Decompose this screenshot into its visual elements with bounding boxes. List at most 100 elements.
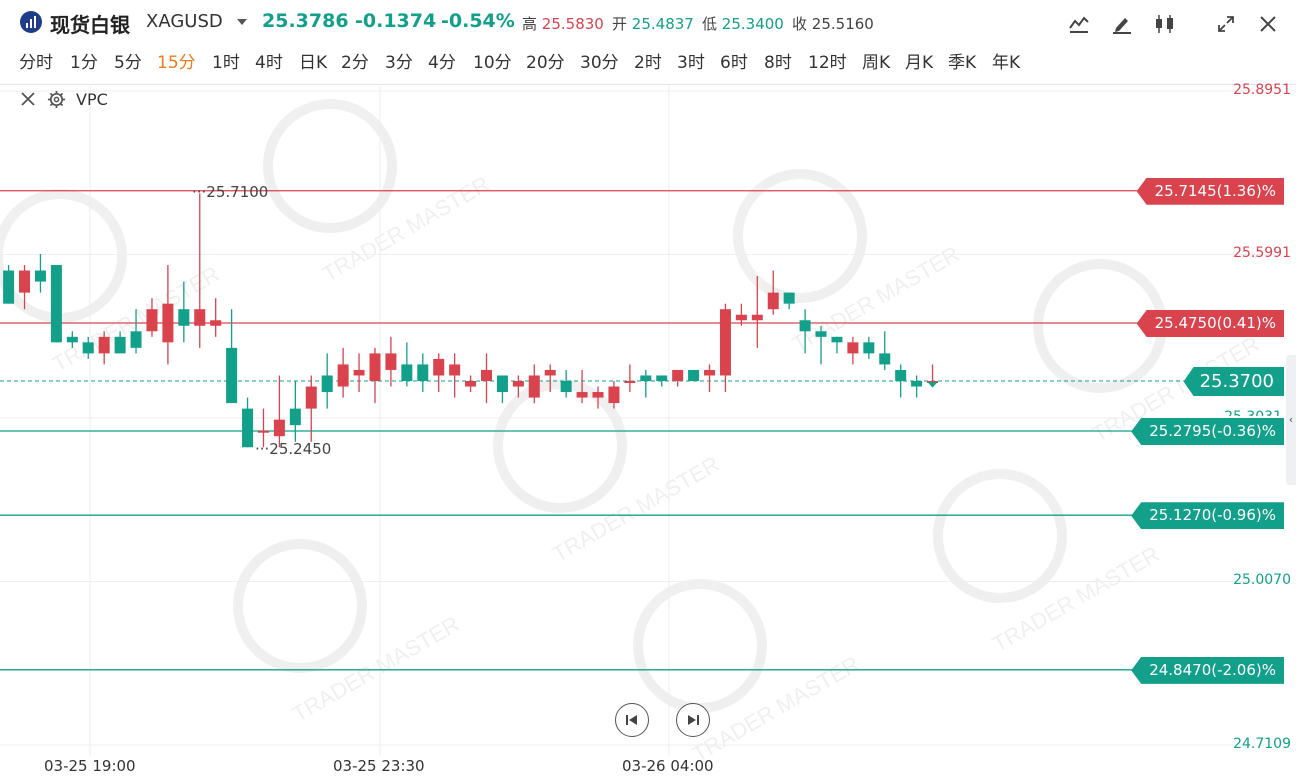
candle-body [799,320,811,332]
period-tab[interactable]: 1分 [70,53,98,73]
close-stat: 收 25.5160 [792,13,874,34]
candle-body [385,353,397,370]
period-tab[interactable]: 20分 [526,53,565,73]
watermark-ring [263,99,397,233]
period-tab[interactable]: 4时 [255,53,283,73]
candle-body [417,364,429,381]
candle-body [767,292,779,310]
y-axis-label: 24.7109 [1233,736,1291,752]
toolbar-divider [0,84,1296,85]
candle-body [783,292,795,304]
expand-icon [1218,16,1234,32]
candle-body [815,331,827,337]
candle-body [162,303,174,343]
price-level-tag[interactable]: 25.2795(-0.36)% [1131,417,1284,445]
watermark-ring [1033,259,1167,393]
candle-body [178,309,190,326]
last-price-marker [927,382,938,388]
period-tab[interactable]: 5分 [114,53,142,73]
chevron-down-icon[interactable] [237,19,247,25]
candle-body [911,380,923,387]
candle-body [98,336,110,354]
high-annotation: ···25.7100 [192,183,269,202]
candle-body [608,386,620,404]
header-bar: 现货白银 XAGUSD 25.3786 -0.1374 -0.54% 高 25.… [0,0,1296,44]
candle-body [592,392,604,398]
candle-body [114,336,126,354]
y-axis-label-partial: 25.3031 [1224,408,1282,425]
price-change: -0.1374 [355,10,437,32]
candle-body [337,364,349,387]
candle-body [273,419,285,437]
candle-body [226,347,238,404]
period-tab[interactable]: 3时 [677,53,705,73]
candle-body [481,369,492,381]
period-tab[interactable]: 30分 [580,53,619,73]
skip-forward-icon [688,715,699,725]
period-tab[interactable]: 2时 [634,53,662,73]
indicator-button[interactable] [1063,8,1095,40]
draw-tool-button[interactable] [1106,8,1138,40]
candle-body [544,369,556,376]
open-value: 25.4837 [631,15,694,33]
price-level-tag[interactable]: 25.1270(-0.96)% [1131,502,1284,530]
period-tab[interactable]: 分时 [19,53,53,73]
watermark: TRADER MASTER [733,169,964,357]
candle-body [560,380,572,393]
period-tab[interactable]: 季K [948,53,977,73]
period-tab[interactable]: 2分 [341,53,369,73]
period-tab[interactable]: 12时 [808,53,847,73]
period-tab[interactable]: 8时 [764,53,792,73]
x-tick-label: 03-25 19:00 [44,757,136,775]
period-tab[interactable]: 月K [905,53,934,73]
candle-body [257,430,269,433]
y-axis-label: 25.0070 [1233,572,1291,589]
candle-body [242,408,254,448]
watermark: TRADER MASTER [263,99,494,287]
scroll-forward-button[interactable] [676,703,710,737]
period-tab[interactable]: 周K [862,53,891,73]
x-tick-label: 03-26 04:00 [622,757,714,775]
chart-type-button[interactable] [1149,8,1181,40]
y-axis-label: 25.5991 [1233,245,1291,262]
right-panel-handle[interactable]: ‹ [1286,355,1296,485]
watermark-ring [733,169,867,303]
gear-icon[interactable] [47,90,66,109]
remove-indicator-icon[interactable] [20,91,36,107]
period-tab[interactable]: 15分 [157,53,196,73]
low-annotation: ···25.2450 [255,440,332,459]
indicator-icon [1069,16,1089,33]
candlestick-icon [1156,15,1173,33]
scroll-back-button[interactable] [615,703,649,737]
period-tab[interactable]: 年K [992,53,1021,73]
candle-body [321,375,333,393]
candle-body [672,369,684,381]
candle-body [496,375,508,393]
y-axis-label: 25.8951 [1233,82,1291,98]
current-price-tag: 25.3700 [1183,366,1284,396]
fullscreen-button[interactable] [1210,8,1242,40]
period-tab[interactable]: 1时 [212,53,240,73]
period-tab[interactable]: 3分 [385,53,413,73]
period-tab[interactable]: 6时 [720,53,748,73]
watermark: TRADER MASTER [0,189,224,377]
period-tab[interactable]: 日K [299,53,328,73]
close-button[interactable] [1252,8,1284,40]
candle-body [895,369,907,381]
symbol-selector[interactable]: XAGUSD [146,11,223,32]
close-value: 25.5160 [811,15,874,33]
candle-body [688,369,700,381]
price-level-tag[interactable]: 25.7145(1.36)% [1136,177,1284,205]
period-tab[interactable]: 4分 [428,53,456,73]
candle-body [704,369,716,376]
price-level-tag[interactable]: 24.8470(-2.06)% [1131,656,1284,684]
candle-body [82,342,94,354]
period-tab[interactable]: 10分 [473,53,512,73]
candle-body [34,270,46,282]
candle-body [512,380,524,387]
candle-body [369,353,381,381]
candle-body [19,270,31,293]
price-level-tag[interactable]: 25.4750(0.41)% [1136,310,1284,337]
price-change-pct: -0.54% [441,10,515,32]
